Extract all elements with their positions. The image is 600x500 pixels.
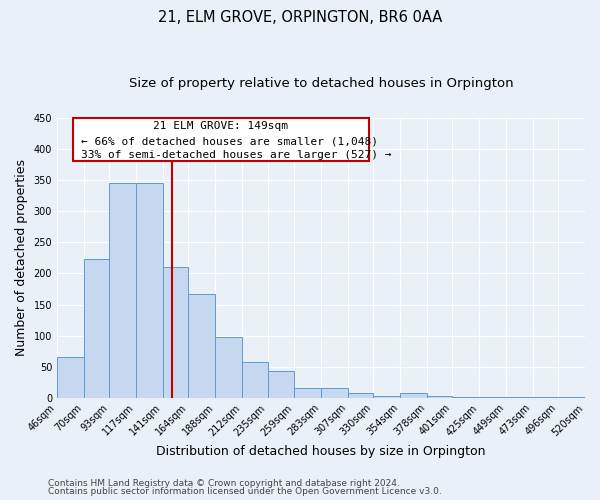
Y-axis label: Number of detached properties: Number of detached properties xyxy=(15,160,28,356)
FancyBboxPatch shape xyxy=(73,118,368,162)
Bar xyxy=(57,358,84,398)
Bar xyxy=(188,294,215,398)
Bar xyxy=(558,396,585,398)
X-axis label: Distribution of detached houses by size in Orpington: Distribution of detached houses by size … xyxy=(156,444,486,458)
Text: 21, ELM GROVE, ORPINGTON, BR6 0AA: 21, ELM GROVE, ORPINGTON, BR6 0AA xyxy=(158,10,442,25)
Bar xyxy=(268,371,294,398)
Bar xyxy=(163,267,188,398)
Bar xyxy=(506,397,533,398)
Text: ← 66% of detached houses are smaller (1,048): ← 66% of detached houses are smaller (1,… xyxy=(81,136,378,146)
Bar xyxy=(373,396,400,398)
Title: Size of property relative to detached houses in Orpington: Size of property relative to detached ho… xyxy=(129,78,514,90)
Bar xyxy=(136,184,163,398)
Bar xyxy=(452,396,479,398)
Bar xyxy=(109,184,136,398)
Bar xyxy=(242,362,268,398)
Text: 33% of semi-detached houses are larger (527) →: 33% of semi-detached houses are larger (… xyxy=(81,150,391,160)
Bar xyxy=(427,396,452,398)
Bar xyxy=(479,396,506,398)
Bar xyxy=(215,337,242,398)
Bar xyxy=(294,388,321,398)
Text: 21 ELM GROVE: 149sqm: 21 ELM GROVE: 149sqm xyxy=(153,121,288,131)
Bar xyxy=(84,258,109,398)
Bar xyxy=(533,397,558,398)
Bar xyxy=(348,394,373,398)
Bar xyxy=(321,388,348,398)
Bar xyxy=(400,393,427,398)
Text: Contains HM Land Registry data © Crown copyright and database right 2024.: Contains HM Land Registry data © Crown c… xyxy=(48,478,400,488)
Text: Contains public sector information licensed under the Open Government Licence v3: Contains public sector information licen… xyxy=(48,487,442,496)
